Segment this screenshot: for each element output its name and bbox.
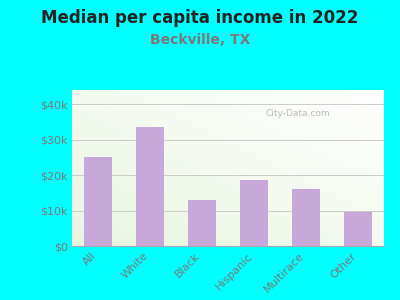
- Text: Beckville, TX: Beckville, TX: [150, 33, 250, 47]
- Bar: [240, 180, 268, 246]
- Text: Median per capita income in 2022: Median per capita income in 2022: [41, 9, 359, 27]
- Bar: [292, 189, 320, 246]
- Text: City-Data.com: City-Data.com: [266, 109, 330, 118]
- Bar: [344, 212, 372, 246]
- Bar: [188, 200, 216, 246]
- Bar: [136, 127, 164, 246]
- Bar: [84, 158, 112, 246]
